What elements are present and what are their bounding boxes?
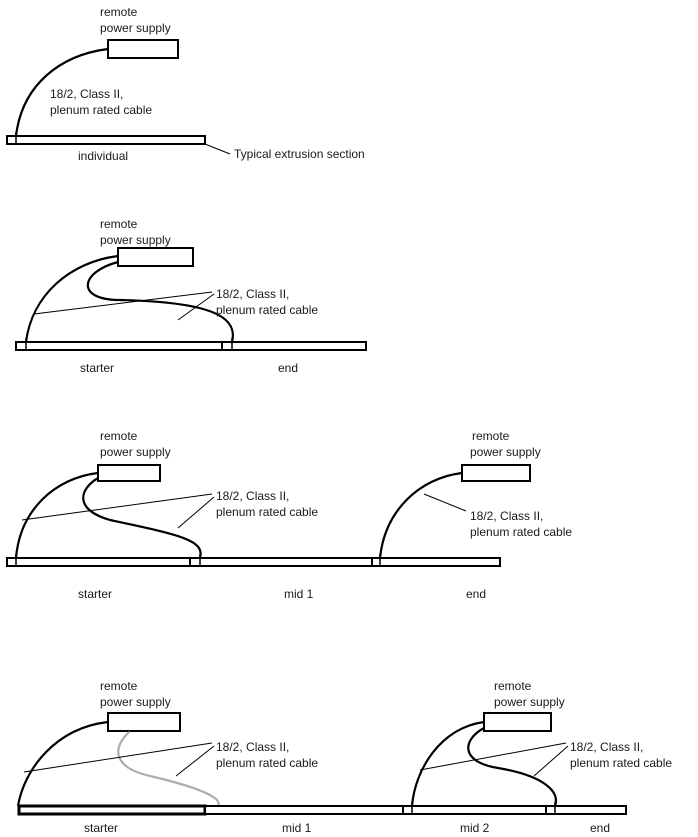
- cable-leader-end: [177, 293, 215, 321]
- diagram-two-section: remote power supply 18/2, Class II, plen…: [15, 217, 367, 375]
- cable-label-line1: 18/2, Class II,: [50, 87, 123, 101]
- power-supply-label-line1: remote: [100, 679, 138, 693]
- section-label-starter: starter: [78, 587, 112, 601]
- cable-line-starter: [16, 720, 109, 807]
- cable-line-starter: [14, 471, 99, 559]
- power-supply-label-line1: remote: [100, 429, 138, 443]
- power-supply-box-right: [483, 712, 552, 732]
- extrusion-section-starter: [15, 341, 223, 351]
- power-supply-label-line1-right: remote: [494, 679, 532, 693]
- extrusion-section-mid1: [189, 557, 373, 567]
- cable-label-right-line1: 18/2, Class II,: [570, 740, 643, 754]
- power-supply-box-right: [461, 464, 531, 482]
- power-supply-label-line2: power supply: [100, 445, 171, 459]
- cable-leader-mid: [177, 496, 215, 529]
- cable-label-right-line1: 18/2, Class II,: [470, 509, 543, 523]
- extrusion-section-end: [545, 805, 627, 815]
- section-label-starter: starter: [80, 361, 114, 375]
- cable-label-right-line2: plenum rated cable: [470, 525, 572, 539]
- power-supply-label-line2: power supply: [100, 233, 171, 247]
- cable-leader-mid2: [419, 742, 567, 771]
- diagram-four-section: remote power supply 18/2, Class II, plen…: [16, 679, 672, 835]
- extrusion-section-end: [221, 341, 367, 351]
- cable-label-line2: plenum rated cable: [216, 756, 318, 770]
- cable-leader-starter: [33, 291, 213, 315]
- power-supply-box: [107, 39, 179, 59]
- extrusion-section-mid1: [204, 805, 404, 815]
- section-label-end: end: [590, 821, 610, 835]
- section-label-mid1: mid 1: [282, 821, 312, 835]
- cable-label-line1: 18/2, Class II,: [216, 489, 289, 503]
- cable-label-line2: plenum rated cable: [50, 103, 152, 117]
- cable-line-end: [378, 471, 463, 559]
- cable-leader-end: [533, 745, 569, 777]
- diagram-three-section: remote power supply 18/2, Class II, plen…: [6, 429, 572, 601]
- cable-leader-end: [423, 493, 467, 512]
- power-supply-box: [97, 464, 161, 482]
- cable-leader-starter: [23, 742, 213, 773]
- typical-extrusion-label: Typical extrusion section: [234, 147, 365, 161]
- power-supply-label-line1-right: remote: [472, 429, 510, 443]
- cable-label-line2: plenum rated cable: [216, 303, 318, 317]
- power-supply-label-line2-right: power supply: [470, 445, 541, 459]
- power-supply-label-line2: power supply: [100, 695, 171, 709]
- power-supply-box: [107, 712, 181, 732]
- extrusion-section-starter: [17, 804, 207, 816]
- section-label-end: end: [466, 587, 486, 601]
- cable-leader-starter: [21, 493, 213, 521]
- cable-line-mid: [117, 730, 220, 807]
- power-supply-label-line1: remote: [100, 217, 138, 231]
- section-label-mid2: mid 2: [460, 821, 490, 835]
- cable-line-mid2: [410, 720, 485, 807]
- diagram-individual: remote power supply 18/2, Class II, plen…: [6, 5, 365, 163]
- section-label-end: end: [278, 361, 298, 375]
- cable-line-mid: [82, 477, 202, 559]
- cable-label-right-line2: plenum rated cable: [570, 756, 672, 770]
- section-label-mid1: mid 1: [284, 587, 314, 601]
- extrusion-section-mid2: [402, 805, 547, 815]
- power-supply-label-line2: power supply: [100, 21, 171, 35]
- section-label-starter: starter: [84, 821, 118, 835]
- cable-line-end: [467, 727, 557, 807]
- cable-label-line1: 18/2, Class II,: [216, 287, 289, 301]
- power-supply-label-line2-right: power supply: [494, 695, 565, 709]
- extrusion-section-individual: [6, 135, 206, 145]
- cable-line-end: [86, 260, 234, 343]
- extrusion-section-end: [371, 557, 501, 567]
- power-supply-box: [117, 247, 194, 267]
- cable-label-line1: 18/2, Class II,: [216, 740, 289, 754]
- section-label-individual: individual: [78, 149, 128, 163]
- cable-leader-mid: [175, 745, 215, 777]
- cable-label-line2: plenum rated cable: [216, 505, 318, 519]
- extrusion-section-starter: [6, 557, 191, 567]
- extrusion-leader-line: [204, 143, 231, 155]
- cable-line: [14, 47, 109, 137]
- cable-line-starter: [24, 254, 119, 343]
- power-supply-label-line1: remote: [100, 5, 138, 19]
